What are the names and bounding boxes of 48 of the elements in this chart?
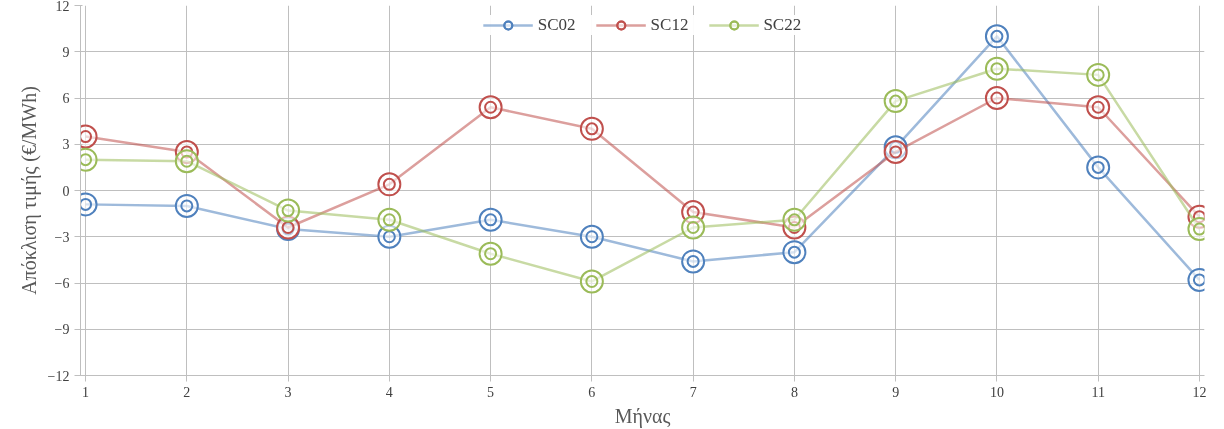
point [478, 207, 503, 232]
y-tick-label: −9 [54, 322, 70, 338]
point [681, 215, 706, 240]
x-tick-label: 4 [385, 384, 393, 400]
x-tick-label: 2 [183, 384, 191, 400]
x-tick-label: 3 [284, 384, 292, 400]
point [579, 269, 604, 294]
x-tick-label: 11 [1091, 384, 1105, 400]
point [1086, 62, 1111, 87]
point [681, 249, 706, 274]
legend-label: SC02 [537, 15, 576, 35]
y-tick-label: −6 [54, 276, 70, 291]
point [883, 89, 908, 114]
y-axis-title: Απόκλιση τιμής (€/MWh) [17, 86, 41, 295]
x-tick-label: 7 [689, 384, 697, 400]
point [1086, 155, 1111, 180]
y-tick-label: 12 [55, 0, 70, 14]
legend-label: SC12 [650, 15, 689, 35]
point [984, 56, 1009, 81]
x-tick-label: 10 [989, 384, 1004, 400]
legend-label: SC22 [763, 15, 802, 35]
point [782, 207, 807, 232]
x-tick-label: 1 [82, 384, 90, 400]
point [377, 172, 402, 197]
point [276, 198, 301, 223]
point [984, 86, 1009, 110]
x-tick-label: 12 [1192, 384, 1207, 400]
y-tick-label: −12 [47, 368, 70, 384]
point [1086, 95, 1111, 120]
point [174, 193, 199, 218]
y-tick-label: 9 [62, 44, 70, 60]
x-tick-label: 8 [790, 384, 798, 400]
point [174, 149, 199, 174]
point [579, 116, 604, 141]
point [782, 240, 807, 265]
x-axis-title: Μήνας [614, 404, 671, 428]
y-tick-label: 6 [62, 91, 70, 106]
point [579, 224, 604, 249]
x-tick-label: 9 [892, 384, 900, 400]
point [478, 95, 503, 120]
point [984, 24, 1009, 49]
point [478, 241, 503, 266]
x-tick-label: 6 [588, 384, 596, 400]
y-tick-label: 0 [62, 183, 70, 199]
y-tick-label: −3 [54, 229, 70, 245]
x-tick-label: 5 [487, 384, 495, 400]
point [377, 207, 402, 232]
y-tick-label: 3 [62, 137, 70, 153]
